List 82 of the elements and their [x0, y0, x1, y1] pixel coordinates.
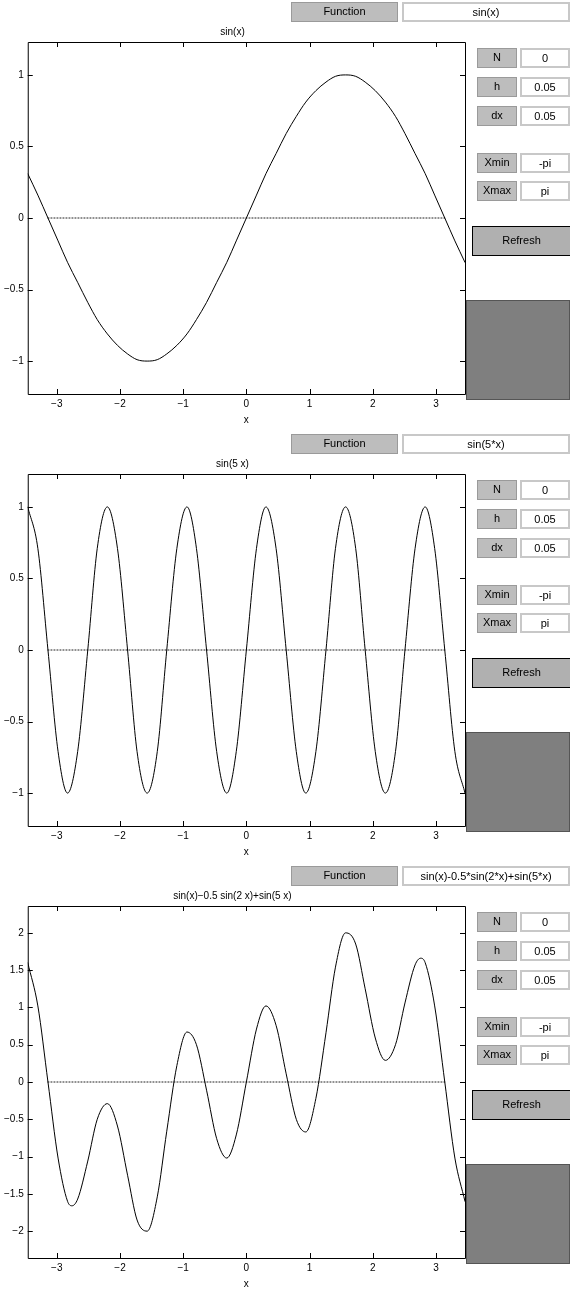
text: Function	[291, 2, 398, 22]
x-axis-title: x	[243, 1277, 249, 1289]
x-axis-title: x	[243, 845, 249, 857]
x-tick-label: 0	[243, 1261, 250, 1273]
text: 0	[520, 480, 570, 500]
x-tick-label: 1	[306, 1261, 313, 1273]
y-tick-label: 2	[18, 926, 25, 938]
y-tick-label: −0.5	[3, 283, 25, 295]
text: -pi	[520, 1017, 570, 1037]
x-tick-label: −3	[51, 829, 63, 841]
text: sin(x)	[402, 2, 570, 22]
x-tick-label: 1	[306, 829, 313, 841]
x-tick-label: −1	[177, 829, 190, 841]
x-tick-label: −1	[177, 397, 190, 409]
x-tick-label: 1	[306, 397, 313, 409]
text: N	[477, 48, 517, 68]
text: -pi	[520, 585, 570, 605]
text: sin(5*x)	[402, 434, 570, 454]
y-tick-label: −2	[12, 1224, 25, 1236]
y-tick-label: 1	[18, 500, 25, 512]
y-tick-label: 1.5	[9, 963, 25, 975]
x-tick-label: −1	[177, 1261, 190, 1273]
chart-title: sin(x)	[220, 25, 245, 37]
y-tick-label: −1	[12, 354, 25, 366]
text: 0.05	[520, 106, 570, 126]
y-tick-label: 0	[18, 211, 25, 223]
text: pi	[520, 181, 570, 201]
text: pi	[520, 1045, 570, 1065]
x-tick-label: −3	[51, 397, 63, 409]
x-tick-label: 0	[243, 829, 250, 841]
text: 0.05	[520, 970, 570, 990]
x-tick-label: −2	[114, 397, 127, 409]
x-tick-label: 2	[369, 829, 376, 841]
text: h	[477, 941, 517, 961]
text: Function	[291, 434, 398, 454]
y-tick-label: 0.5	[9, 140, 25, 152]
text: 0	[520, 48, 570, 68]
text: h	[477, 77, 517, 97]
y-tick-label: 0	[18, 1075, 25, 1087]
text: Xmax	[477, 613, 517, 633]
text: 0.05	[520, 77, 570, 97]
text: 0.05	[520, 509, 570, 529]
text: Function	[291, 866, 398, 886]
text: Xmax	[477, 181, 517, 201]
text: N	[477, 480, 517, 500]
text: 0.05	[520, 538, 570, 558]
x-tick-label: 2	[369, 397, 376, 409]
y-tick-label: −1.5	[3, 1187, 25, 1199]
chart-title: sin(5 x)	[216, 457, 249, 469]
text: Xmin	[477, 1017, 517, 1037]
chart-title: sin(x)−0.5 sin(2 x)+sin(5 x)	[173, 889, 292, 901]
y-tick-label: 0	[18, 643, 25, 655]
y-tick-label: 0.5	[9, 1038, 25, 1050]
text: dx	[477, 106, 517, 126]
y-tick-label: −0.5	[3, 1113, 25, 1125]
text: h	[477, 509, 517, 529]
y-tick-label: −1	[12, 786, 25, 798]
x-tick-label: −2	[114, 829, 127, 841]
text: Xmin	[477, 585, 517, 605]
x-tick-label: −2	[114, 1261, 127, 1273]
y-tick-label: −1	[12, 1150, 25, 1162]
x-tick-label: 3	[433, 397, 440, 409]
text: 0	[520, 912, 570, 932]
y-tick-label: 0.5	[9, 572, 25, 584]
x-axis-title: x	[243, 413, 249, 425]
text: dx	[477, 538, 517, 558]
y-tick-label: −0.5	[3, 715, 25, 727]
x-tick-label: 3	[433, 1261, 440, 1273]
text: -pi	[520, 153, 570, 173]
x-tick-label: 2	[369, 1261, 376, 1273]
x-tick-label: 0	[243, 397, 250, 409]
text: 0.05	[520, 941, 570, 961]
text: N	[477, 912, 517, 932]
text: sin(x)-0.5*sin(2*x)+sin(5*x)	[402, 866, 570, 886]
text: Xmin	[477, 153, 517, 173]
y-tick-label: 1	[18, 68, 25, 80]
x-tick-label: −3	[51, 1261, 63, 1273]
text: pi	[520, 613, 570, 633]
x-tick-label: 3	[433, 829, 440, 841]
y-tick-label: 1	[18, 1001, 25, 1013]
text: Xmax	[477, 1045, 517, 1065]
text: dx	[477, 970, 517, 990]
